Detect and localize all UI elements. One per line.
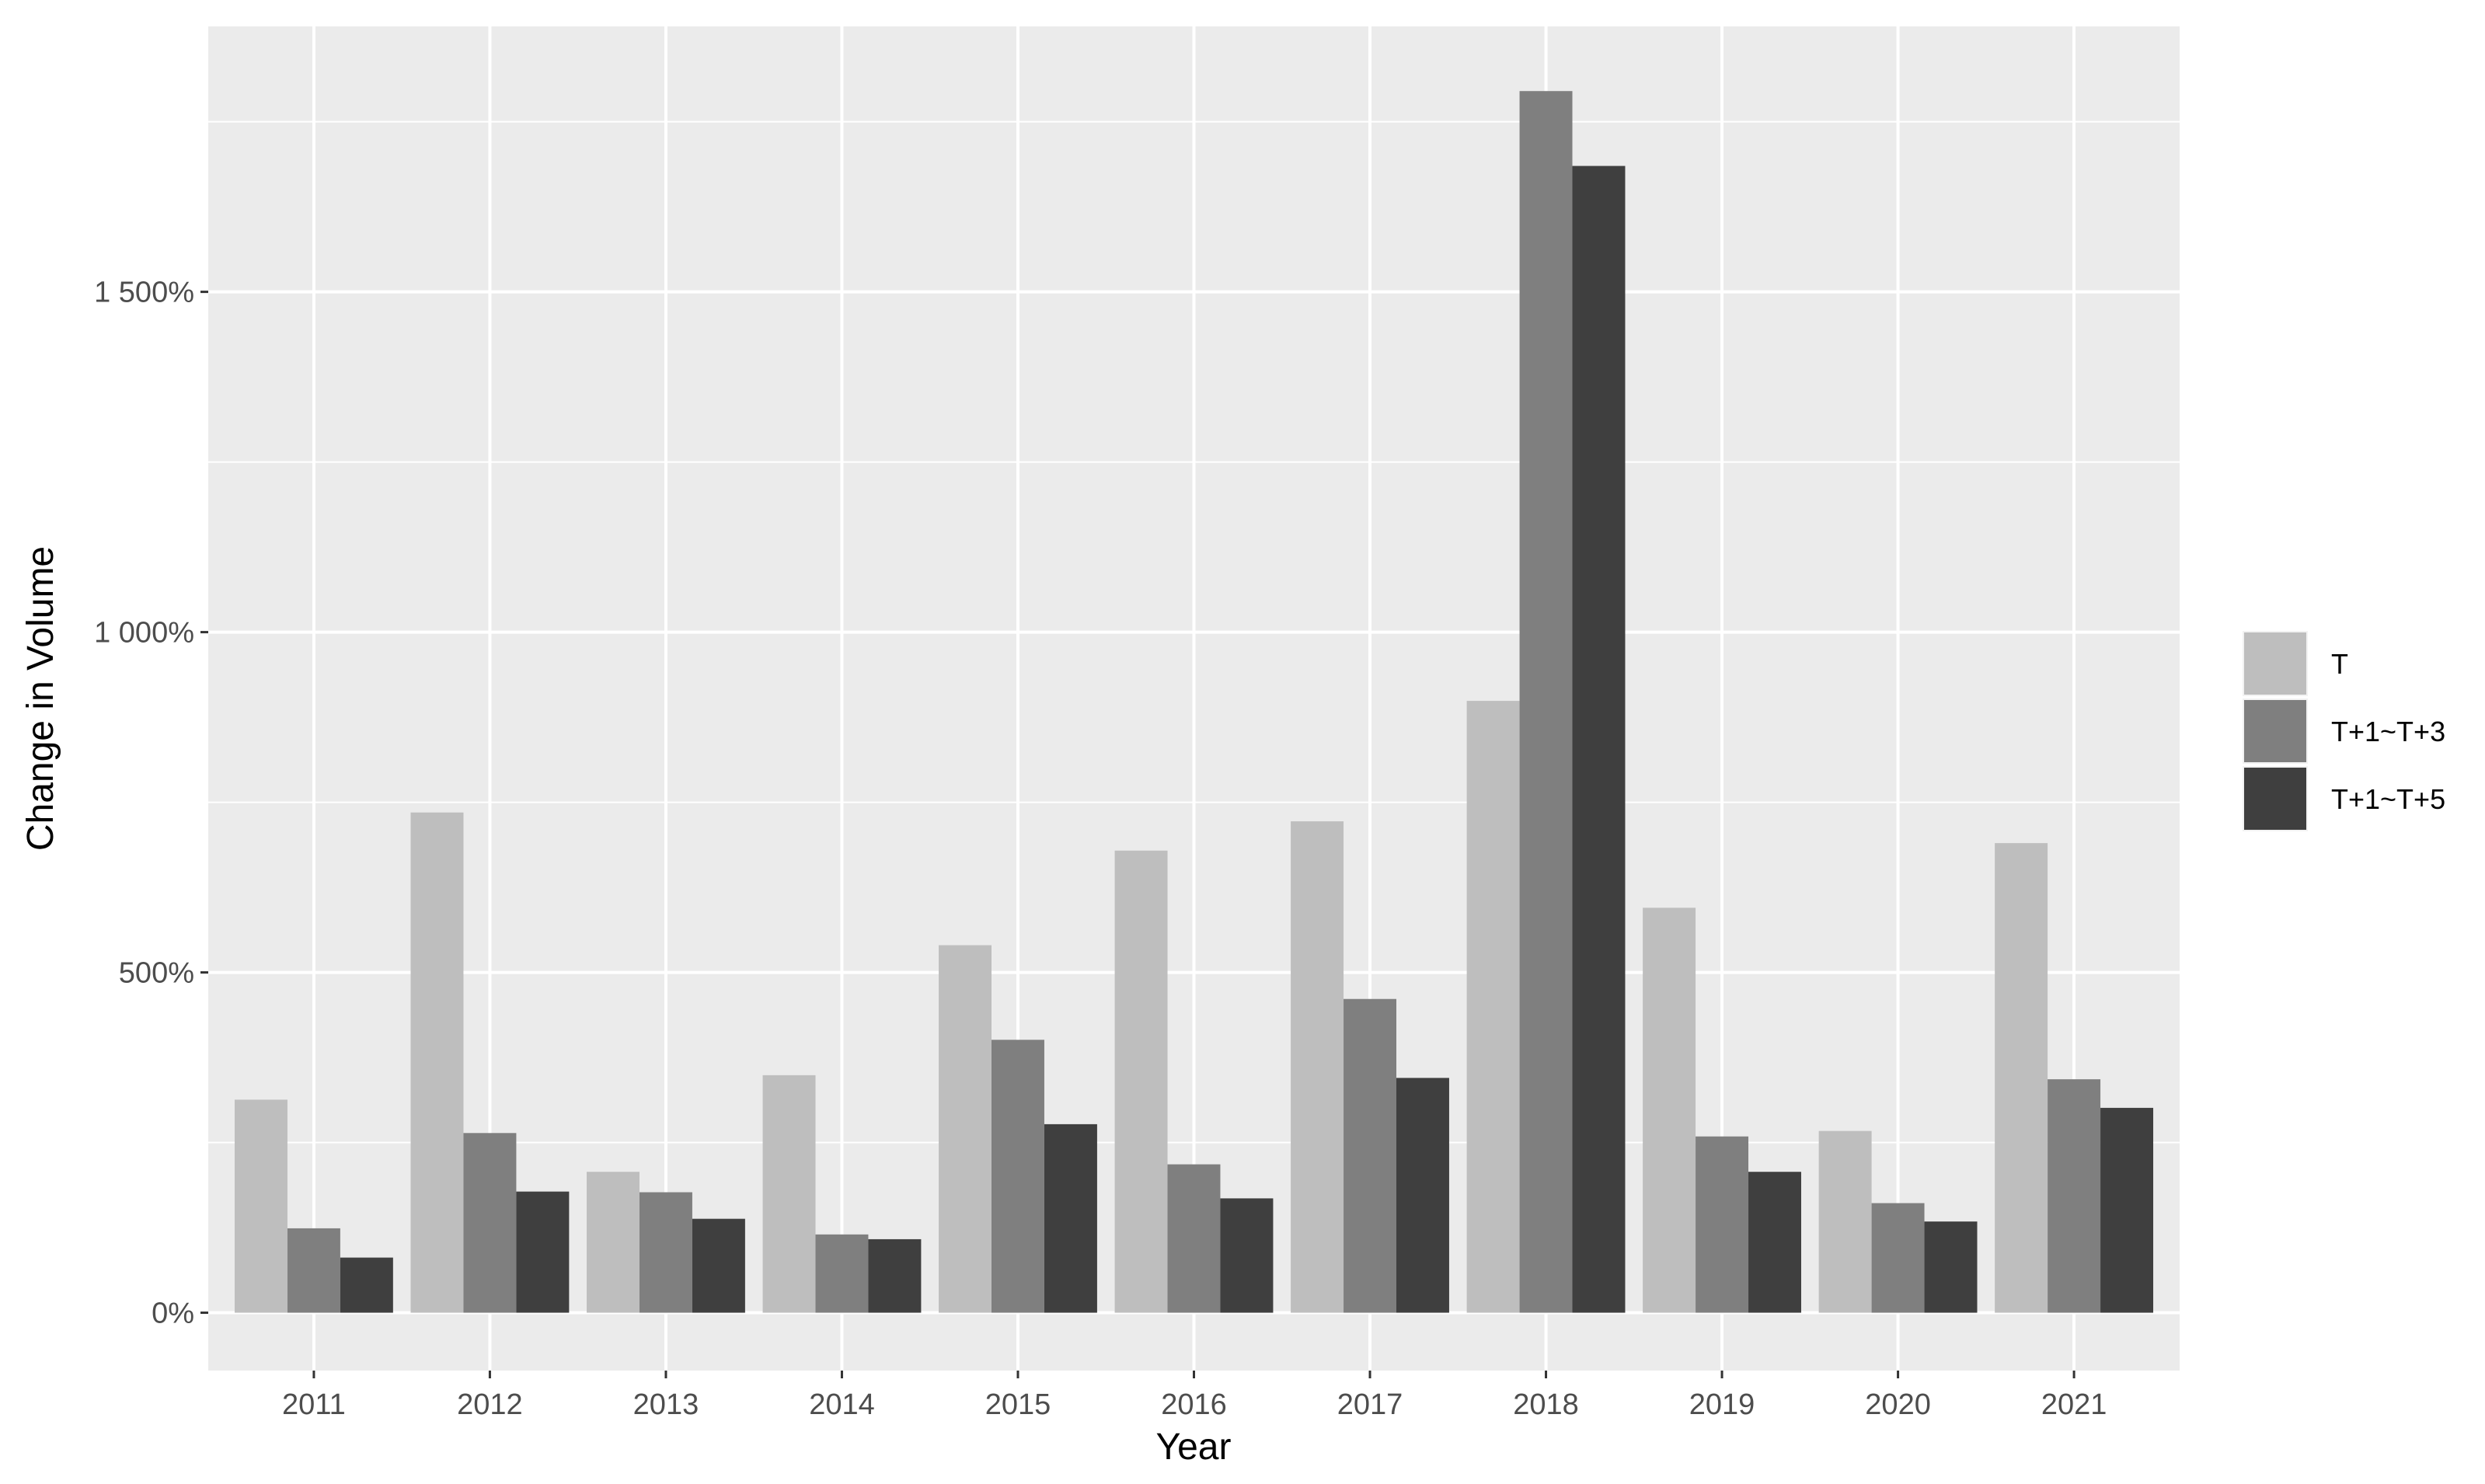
x-axis-title: Year — [1156, 1427, 1232, 1468]
bar — [1572, 165, 1626, 1313]
bar — [1167, 1164, 1221, 1313]
bar — [463, 1133, 517, 1313]
bar — [410, 812, 464, 1313]
bar — [1114, 850, 1168, 1313]
bar — [762, 1075, 816, 1313]
x-tick-label: 2014 — [809, 1388, 875, 1421]
bar — [1466, 701, 1520, 1313]
legend-key — [2244, 632, 2306, 695]
legend-label: T — [2331, 648, 2348, 680]
x-tick-label: 2017 — [1337, 1388, 1403, 1421]
y-axis-title: Change in Volume — [20, 546, 61, 851]
bar — [1924, 1221, 1978, 1313]
x-tick-label: 2018 — [1513, 1388, 1579, 1421]
legend-key — [2244, 700, 2306, 762]
bar — [692, 1218, 745, 1313]
bar — [1818, 1130, 1872, 1313]
bar — [1643, 907, 1696, 1313]
bar — [587, 1172, 640, 1313]
x-tick-label: 2012 — [457, 1388, 523, 1421]
bar — [1871, 1203, 1925, 1313]
bar — [2048, 1079, 2101, 1313]
x-tick-label: 2020 — [1865, 1388, 1931, 1421]
x-axis: 2011 2012 2013 2014 2015 2016 2017 2018 2019 2020… — [282, 1371, 2107, 1421]
x-tick-label: 2015 — [985, 1388, 1051, 1421]
bar — [939, 945, 992, 1313]
bar — [340, 1257, 393, 1313]
bar — [1396, 1078, 1449, 1313]
x-tick-label: 2021 — [2041, 1388, 2107, 1421]
bar — [234, 1099, 288, 1313]
bars — [234, 91, 2154, 1313]
bar — [287, 1228, 340, 1313]
bar — [1220, 1198, 1274, 1313]
y-tick-label: 1 500% — [94, 277, 194, 309]
legend-label: T+1~T+3 — [2331, 716, 2445, 747]
bar — [2100, 1107, 2154, 1313]
bar — [1519, 91, 1573, 1313]
legend-key — [2244, 768, 2306, 830]
y-tick-label: 500% — [119, 957, 194, 990]
x-tick-label: 2019 — [1689, 1388, 1755, 1421]
x-tick-label: 2016 — [1161, 1388, 1227, 1421]
bar — [516, 1191, 570, 1313]
bar — [1291, 821, 1344, 1313]
bar — [1995, 843, 2048, 1313]
y-tick-label: 0% — [152, 1298, 194, 1330]
legend-label: T+1~T+5 — [2331, 783, 2445, 815]
bar — [992, 1040, 1044, 1313]
bar — [1044, 1123, 1097, 1313]
bar — [868, 1238, 922, 1313]
y-axis: 0% 500% 1 000% 1 500% — [94, 277, 208, 1330]
x-tick-label: 2011 — [282, 1388, 346, 1421]
bar — [1344, 998, 1396, 1313]
bar — [1696, 1136, 1749, 1313]
bar — [815, 1234, 869, 1313]
x-tick-label: 2013 — [633, 1388, 699, 1421]
y-tick-label: 1 000% — [94, 617, 194, 650]
bar — [1748, 1172, 1801, 1313]
legend: T T+1~T+3 T+1~T+5 — [2243, 631, 2445, 831]
bar — [639, 1192, 692, 1313]
